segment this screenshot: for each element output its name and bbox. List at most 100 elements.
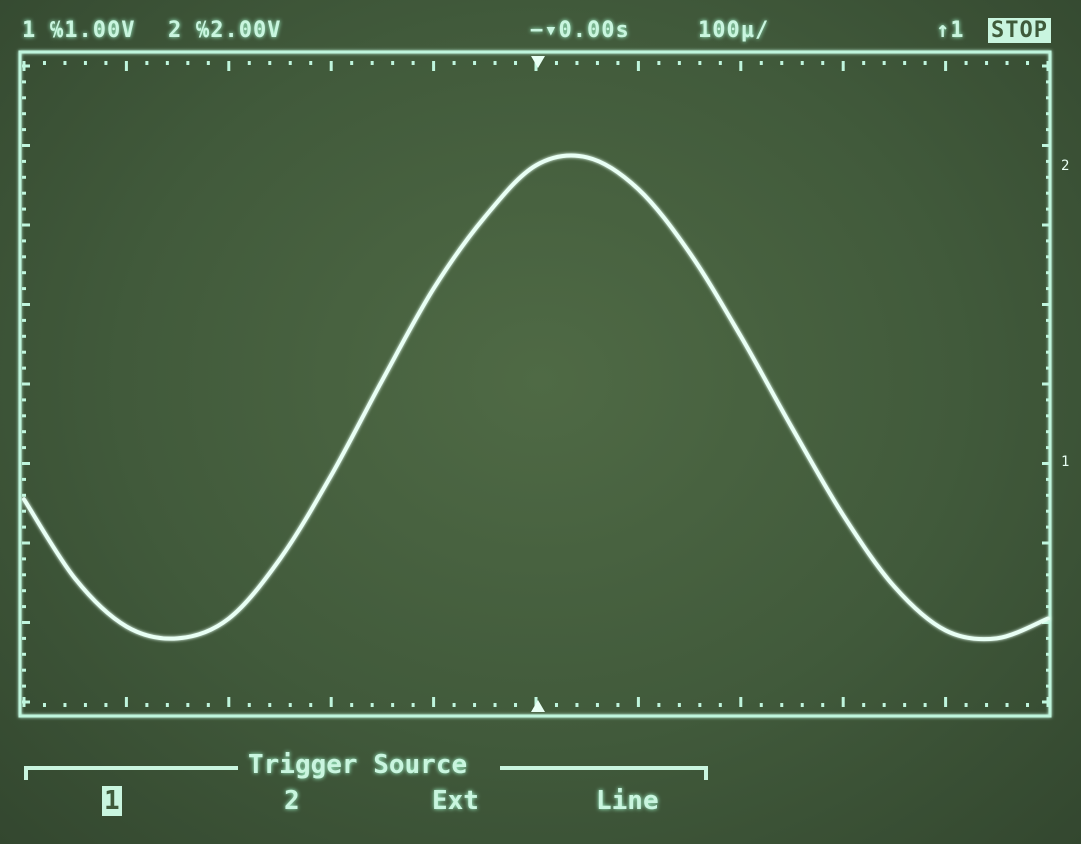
softkey-option-2[interactable]: 2 xyxy=(284,786,300,816)
bottom-tick xyxy=(227,697,230,707)
top-tick xyxy=(268,61,271,65)
left-tick xyxy=(22,621,30,624)
right-tick xyxy=(1046,192,1050,195)
bottom-tick xyxy=(637,697,640,707)
bottom-tick xyxy=(944,697,947,707)
left-tick xyxy=(22,589,26,592)
top-tick xyxy=(186,61,189,65)
right-tick xyxy=(1046,510,1050,513)
right-tick xyxy=(1046,239,1050,242)
right-tick xyxy=(1046,685,1050,688)
top-tick xyxy=(801,61,804,65)
right-tick xyxy=(1042,542,1050,545)
right-tick xyxy=(1046,367,1050,370)
right-tick xyxy=(1046,160,1050,163)
bottom-tick xyxy=(84,703,87,707)
left-tick xyxy=(22,478,26,481)
left-tick xyxy=(22,192,26,195)
right-tick xyxy=(1046,271,1050,274)
bottom-tick xyxy=(719,703,722,707)
top-tick xyxy=(883,61,886,65)
softkey-option-ext[interactable]: Ext xyxy=(432,786,479,816)
top-tick xyxy=(63,61,66,65)
top-tick xyxy=(944,61,947,71)
left-tick xyxy=(22,239,26,242)
top-tick xyxy=(289,61,292,65)
right-tick xyxy=(1046,494,1050,497)
right-tick xyxy=(1046,255,1050,258)
bottom-tick xyxy=(780,703,783,707)
bottom-tick xyxy=(125,697,128,707)
left-tick xyxy=(22,160,26,163)
bottom-tick xyxy=(248,703,251,707)
left-tick xyxy=(22,80,26,83)
softkey-option-line[interactable]: Line xyxy=(596,786,659,816)
menu-bracket xyxy=(0,750,1081,790)
right-tick xyxy=(1046,605,1050,608)
bottom-tick xyxy=(473,703,476,707)
top-tick xyxy=(616,61,619,65)
softkey-option-1[interactable]: 1 xyxy=(102,786,122,816)
right-tick xyxy=(1046,208,1050,211)
bottom-tick xyxy=(63,703,66,707)
right-tick xyxy=(1046,526,1050,529)
top-tick xyxy=(719,61,722,65)
top-tick xyxy=(309,61,312,65)
trigger-position-marker xyxy=(531,56,545,68)
bottom-tick xyxy=(104,703,107,707)
left-tick xyxy=(22,351,26,354)
left-tick xyxy=(22,383,30,386)
bottom-tick xyxy=(985,703,988,707)
bottom-tick xyxy=(678,703,681,707)
right-tick xyxy=(1046,478,1050,481)
bottom-tick xyxy=(739,697,742,707)
bottom-tick xyxy=(965,703,968,707)
right-tick xyxy=(1046,589,1050,592)
graticule-ticks xyxy=(22,61,1050,707)
top-tick xyxy=(330,61,333,71)
right-tick xyxy=(1042,701,1050,704)
right-tick xyxy=(1042,462,1050,465)
top-tick xyxy=(555,61,558,65)
left-tick xyxy=(22,462,30,465)
top-tick xyxy=(145,61,148,65)
top-tick xyxy=(842,61,845,71)
top-tick xyxy=(575,61,578,65)
left-tick xyxy=(22,430,26,433)
left-tick xyxy=(22,414,26,417)
bottom-tick xyxy=(453,703,456,707)
top-tick xyxy=(514,61,517,65)
bottom-tick xyxy=(1026,703,1029,707)
bottom-tick xyxy=(883,703,886,707)
left-tick xyxy=(22,96,26,99)
left-tick xyxy=(22,557,26,560)
top-tick xyxy=(391,61,394,65)
right-tick xyxy=(1046,287,1050,290)
bottom-tick xyxy=(514,703,517,707)
top-tick xyxy=(1006,61,1009,65)
left-tick xyxy=(22,637,26,640)
bottom-tick xyxy=(412,703,415,707)
bottom-tick xyxy=(186,703,189,707)
left-tick xyxy=(22,112,26,115)
bottom-tick xyxy=(555,703,558,707)
bottom-tick xyxy=(309,703,312,707)
left-tick xyxy=(22,335,26,338)
left-tick xyxy=(22,144,30,147)
top-tick xyxy=(637,61,640,71)
bottom-tick xyxy=(391,703,394,707)
top-tick xyxy=(924,61,927,65)
right-tick xyxy=(1042,224,1050,227)
bottom-tick xyxy=(575,703,578,707)
bottom-tick xyxy=(350,703,353,707)
bottom-tick xyxy=(145,703,148,707)
right-tick xyxy=(1042,65,1050,68)
bottom-tick xyxy=(371,703,374,707)
left-tick xyxy=(22,398,26,401)
top-tick xyxy=(678,61,681,65)
left-tick xyxy=(22,494,26,497)
top-tick xyxy=(104,61,107,65)
bottom-tick xyxy=(698,703,701,707)
bottom-tick xyxy=(924,703,927,707)
right-tick xyxy=(1046,176,1050,179)
